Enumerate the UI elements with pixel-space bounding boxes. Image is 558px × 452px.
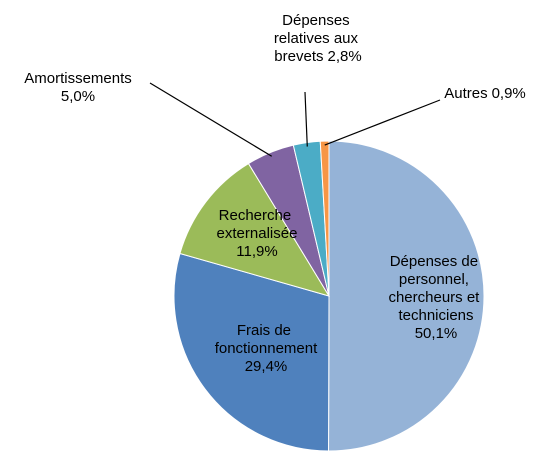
label-line: Autres xyxy=(444,85,487,102)
slice-label: Autres 0,9% xyxy=(444,85,526,102)
label-line: relatives aux xyxy=(274,30,362,47)
slice-label: Dépenses relatives aux brevets 2,8% xyxy=(274,12,362,65)
category-label: Autres xyxy=(444,85,487,102)
slice-label: Dépenses de personnel, chercheurs et tec… xyxy=(388,253,483,342)
category-label: Frais de fonctionnement xyxy=(215,322,318,357)
leader-line xyxy=(304,91,308,147)
leader-line xyxy=(149,82,273,157)
label-line: brevets xyxy=(274,48,323,65)
pie-slice xyxy=(173,252,330,452)
value-label: 5,0% xyxy=(61,88,95,105)
value-label: 0,9% xyxy=(492,85,526,102)
value-label: 11,9% xyxy=(236,243,277,260)
pie-slice xyxy=(319,140,330,297)
label-line: fonctionnement xyxy=(215,340,318,357)
category-label: Amortissements xyxy=(24,70,132,87)
slice-label: Recherche externalisée 11,9% xyxy=(217,207,298,260)
label-line: Dépenses de xyxy=(390,253,483,270)
label-line: Frais de xyxy=(237,322,295,339)
category-label: Recherche externalisée xyxy=(217,207,298,242)
label-line: Recherche xyxy=(219,207,296,224)
pie-slice xyxy=(179,162,331,297)
label-line: Dépenses xyxy=(282,12,354,29)
slice-label: Amortissements 5,0% xyxy=(24,70,132,105)
label-line: techniciens xyxy=(398,307,473,324)
value-label: 50,1% xyxy=(415,325,458,342)
leader-line xyxy=(324,99,441,146)
value-label: 29,4% xyxy=(245,358,288,375)
label-line: externalisée xyxy=(217,225,298,242)
pie-slice xyxy=(328,140,485,452)
category-label: Dépenses relatives aux brevets xyxy=(274,12,362,65)
category-label: Dépenses de personnel, chercheurs et tec… xyxy=(388,253,483,324)
label-line: personnel, xyxy=(399,271,473,288)
label-line: Amortissements xyxy=(24,70,132,87)
slice-label: Frais de fonctionnement 29,4% xyxy=(215,322,318,375)
label-line: chercheurs et xyxy=(388,289,483,306)
value-label: 2,8% xyxy=(328,48,362,65)
